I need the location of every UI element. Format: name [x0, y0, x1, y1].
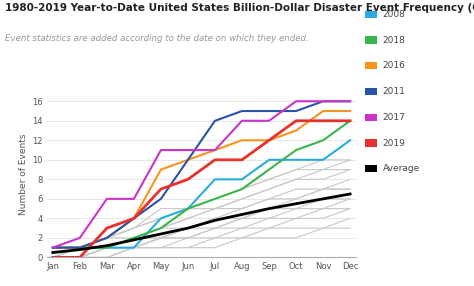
- Text: Event statistics are added according to the date on which they ended.: Event statistics are added according to …: [5, 34, 309, 43]
- Text: 1980-2019 Year-to-Date United States Billion-Dollar Disaster Event Frequency (CP: 1980-2019 Year-to-Date United States Bil…: [5, 3, 474, 13]
- Text: 2008: 2008: [383, 10, 405, 19]
- Text: 2018: 2018: [383, 35, 405, 45]
- Text: 2016: 2016: [383, 61, 405, 70]
- Text: 2019: 2019: [383, 138, 405, 148]
- Y-axis label: Number of Events: Number of Events: [19, 134, 28, 215]
- Text: 2011: 2011: [383, 87, 405, 96]
- Text: Average: Average: [383, 164, 420, 173]
- Text: 2017: 2017: [383, 113, 405, 122]
